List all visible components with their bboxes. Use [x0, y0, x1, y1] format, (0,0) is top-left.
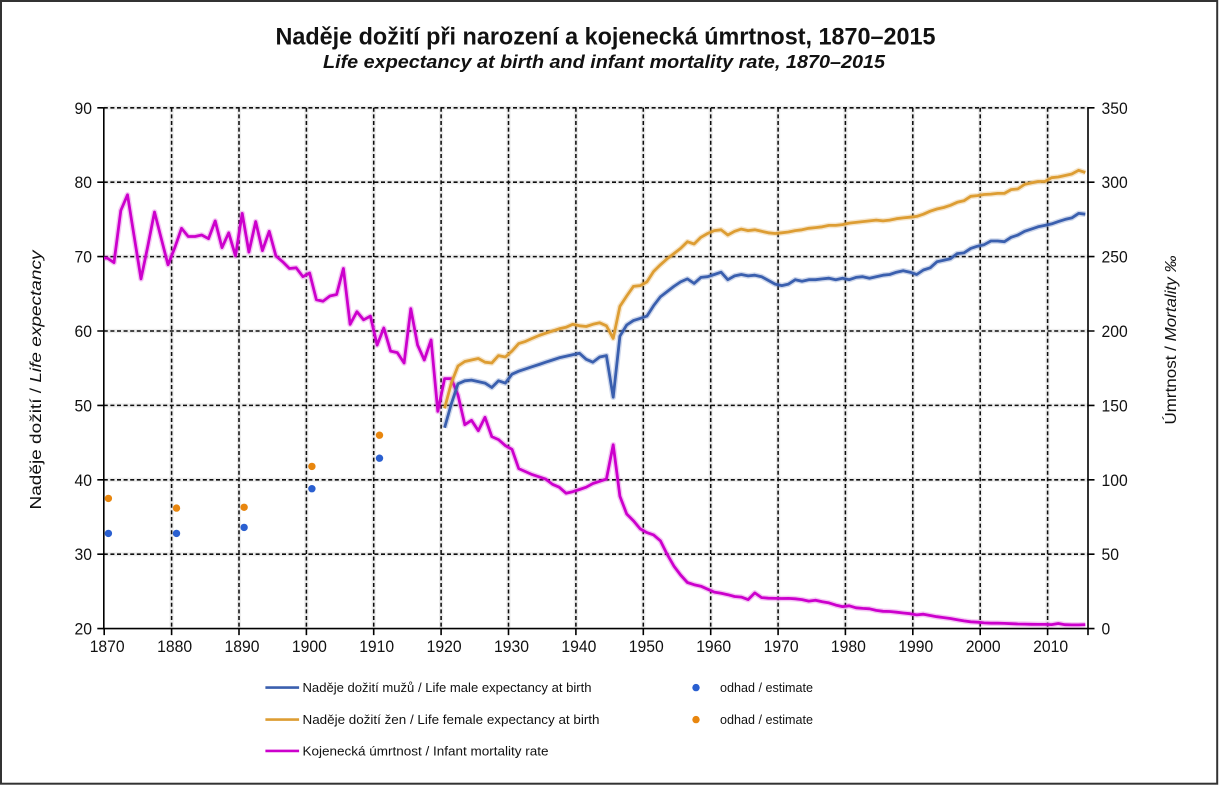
svg-text:1960: 1960 [696, 637, 731, 656]
svg-text:0: 0 [1102, 620, 1111, 639]
svg-text:Naděje dožití žen / Life femal: Naděje dožití žen / Life female expectan… [303, 712, 600, 727]
svg-text:1930: 1930 [494, 637, 529, 656]
svg-text:1890: 1890 [225, 637, 260, 656]
svg-text:1990: 1990 [898, 637, 933, 656]
svg-text:300: 300 [1102, 173, 1128, 192]
svg-text:Kojenecká úmrtnost / Infant mo: Kojenecká úmrtnost / Infant mortality ra… [303, 743, 549, 758]
svg-text:100: 100 [1102, 471, 1128, 490]
svg-text:1880: 1880 [157, 637, 192, 656]
svg-text:250: 250 [1102, 248, 1128, 267]
svg-text:Naděje dožití / Life expectanc: Naděje dožití / Life expectancy [28, 249, 45, 510]
svg-text:2000: 2000 [966, 637, 1001, 656]
svg-text:odhad / estimate: odhad / estimate [720, 680, 813, 695]
svg-text:1870: 1870 [90, 637, 125, 656]
svg-text:2010: 2010 [1033, 637, 1068, 656]
svg-text:90: 90 [75, 99, 93, 118]
svg-text:350: 350 [1102, 99, 1128, 118]
svg-text:1980: 1980 [831, 637, 866, 656]
svg-text:30: 30 [75, 545, 93, 564]
svg-text:50: 50 [1102, 545, 1120, 564]
svg-text:60: 60 [75, 322, 93, 341]
svg-text:20: 20 [75, 620, 93, 639]
svg-text:50: 50 [75, 396, 93, 415]
svg-text:1950: 1950 [629, 637, 664, 656]
svg-text:Naděje dožití mužů / Life male: Naděje dožití mužů / Life male expectanc… [303, 680, 592, 695]
svg-text:Úmrtnost / Mortality ‰: Úmrtnost / Mortality ‰ [1163, 255, 1180, 425]
svg-text:1900: 1900 [292, 637, 327, 656]
svg-text:1970: 1970 [764, 637, 799, 656]
svg-text:1910: 1910 [359, 637, 394, 656]
svg-text:Life expectancy at birth and i: Life expectancy at birth and infant mort… [323, 52, 886, 72]
svg-text:Naděje dožití při narození a k: Naděje dožití při narození a kojenecká ú… [276, 24, 936, 51]
svg-text:150: 150 [1102, 396, 1128, 415]
svg-text:1920: 1920 [427, 637, 462, 656]
svg-text:80: 80 [75, 173, 93, 192]
svg-text:1940: 1940 [561, 637, 596, 656]
svg-text:200: 200 [1102, 322, 1128, 341]
svg-text:40: 40 [75, 471, 93, 490]
svg-text:odhad / estimate: odhad / estimate [720, 712, 813, 727]
svg-text:70: 70 [75, 248, 93, 267]
